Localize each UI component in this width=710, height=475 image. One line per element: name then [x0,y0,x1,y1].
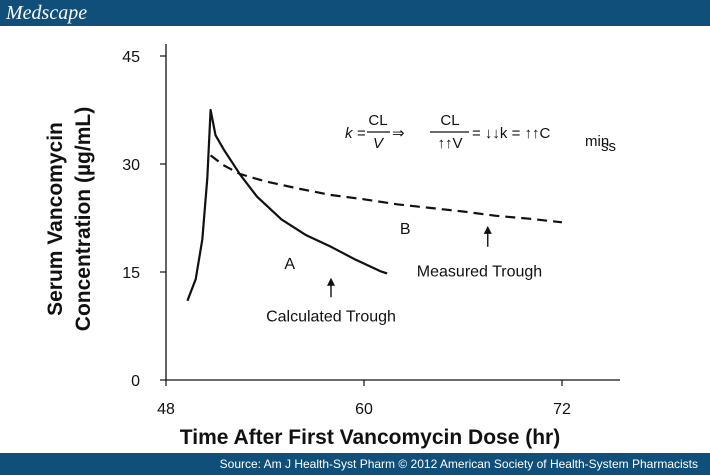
formula-result: = ↓↓k = ↑↑C [472,125,551,142]
formula-num1: CL [368,112,387,129]
medscape-logo: Medscape [6,2,88,24]
source-credit: Source: Am J Health-Syst Pharm © 2012 Am… [219,457,698,471]
formula-sub: min [585,133,609,150]
series-layer [186,108,563,302]
formula-arrow: ⇒ [392,125,405,142]
y-tick-label: 30 [122,157,140,174]
formula-k: k [345,125,354,142]
y-axis-title-line2: Concentration (µg/mL) [72,107,95,331]
annotation-label: A [284,256,295,273]
annotation-arrowhead [483,225,492,234]
vancomycin-chart: 0 15 30 45 48 60 72 A B Calculated Trough Measure… [44,44,620,449]
annotation-label: B [400,221,411,238]
formula-num2: CL [440,112,459,129]
header-bar: Medscape [0,0,710,26]
x-axis-title: Time After First Vancomycin Dose (hr) [180,426,560,449]
formula-subsub: ss [601,138,616,155]
footer-bar: Source: Am J Health-Syst Pharm © 2012 Am… [0,453,710,475]
annotation-layer: A B Calculated Trough Measured Trough [266,221,542,326]
x-tick-label: 72 [553,401,571,418]
formula: k = CL V ⇒ CL ↑↑V = ↓↓k = ↑↑C min ss [345,112,616,155]
x-tick-label: 48 [157,401,175,418]
annotation-arrowhead [327,277,335,286]
y-axis-title-line1: Serum Vancomycin [44,122,67,316]
chart-axes: 0 15 30 45 48 60 72 [122,44,620,418]
series-line-b [209,154,563,224]
annotation-label: Measured Trough [417,263,542,280]
formula-eq: = [357,125,366,142]
x-tick-label: 60 [355,401,373,418]
formula-den1: V [373,135,385,152]
y-tick-label: 45 [122,49,140,66]
y-tick-label: 15 [122,265,140,282]
y-tick-label: 0 [131,373,140,390]
annotation-label: Calculated Trough [266,309,396,326]
formula-den2: ↑↑V [437,135,462,152]
